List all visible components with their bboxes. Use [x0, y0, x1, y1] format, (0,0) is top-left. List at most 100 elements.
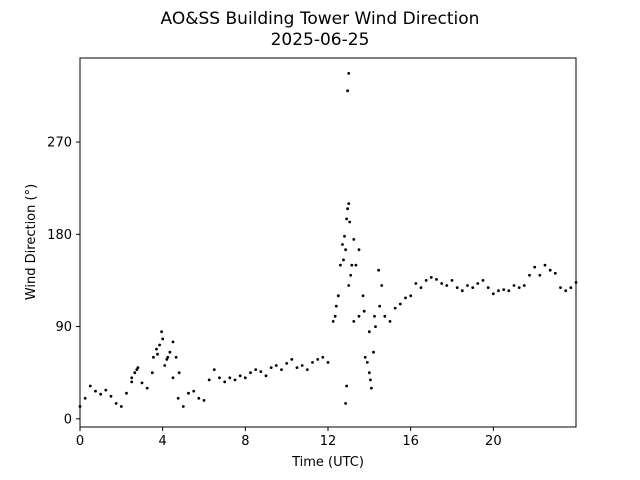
- data-point: [285, 362, 289, 365]
- data-point: [404, 296, 407, 300]
- data-point: [369, 378, 372, 382]
- x-axis-label: Time (UTC): [291, 455, 364, 470]
- data-point: [347, 202, 351, 206]
- data-point: [228, 376, 232, 380]
- data-point: [548, 268, 552, 272]
- data-point: [341, 243, 344, 246]
- data-point: [346, 89, 349, 93]
- data-point: [345, 217, 348, 221]
- data-point: [233, 378, 237, 382]
- x-axis-ticks: 0 4 8 12 16 20: [76, 427, 502, 449]
- data-point: [466, 284, 469, 287]
- y-tick-label: 0: [64, 412, 72, 427]
- data-point: [393, 306, 397, 310]
- data-point: [88, 384, 92, 388]
- data-point: [311, 361, 314, 364]
- data-point: [155, 347, 158, 351]
- chart-title: AO&SS Building Tower Wind Direction: [161, 9, 480, 29]
- data-point: [254, 368, 258, 371]
- data-point: [331, 320, 335, 323]
- data-point: [321, 355, 325, 359]
- data-point: [440, 282, 444, 285]
- data-point: [192, 389, 196, 393]
- x-tick-label: 16: [402, 434, 419, 449]
- data-point: [363, 355, 367, 359]
- data-point: [476, 282, 480, 285]
- data-point: [365, 361, 369, 364]
- data-point: [212, 368, 216, 371]
- data-point: [348, 220, 352, 224]
- data-point: [367, 371, 371, 375]
- data-point: [145, 386, 149, 390]
- data-point: [305, 368, 309, 371]
- data-point: [333, 314, 337, 318]
- data-point: [160, 330, 164, 334]
- data-point: [140, 381, 144, 385]
- data-point: [522, 284, 526, 287]
- data-point: [373, 314, 376, 318]
- data-point: [152, 355, 155, 359]
- data-point: [533, 265, 537, 269]
- data-point: [455, 286, 459, 289]
- data-point: [104, 388, 108, 392]
- data-point: [295, 366, 299, 369]
- y-tick-label: 90: [55, 320, 72, 335]
- data-point: [171, 340, 175, 344]
- data-point: [218, 376, 221, 380]
- data-point: [559, 286, 562, 289]
- data-point: [342, 258, 345, 262]
- data-point: [176, 396, 180, 400]
- data-point: [197, 396, 201, 400]
- data-point: [528, 273, 531, 277]
- data-point: [269, 366, 273, 369]
- data-point: [543, 263, 547, 267]
- data-point: [119, 405, 123, 408]
- data-point: [326, 361, 330, 364]
- data-point: [177, 371, 181, 375]
- y-axis-label: Wind Direction (°): [24, 184, 39, 300]
- data-point: [538, 273, 542, 277]
- data-point: [238, 374, 242, 378]
- data-point: [339, 263, 342, 267]
- chart-subtitle: 2025-06-25: [271, 30, 370, 50]
- data-point: [150, 371, 154, 375]
- data-point: [243, 376, 247, 380]
- data-points: [78, 72, 578, 408]
- y-tick-label: 180: [47, 228, 72, 243]
- data-point: [133, 371, 137, 375]
- data-point: [343, 234, 346, 238]
- data-point: [352, 238, 356, 241]
- data-point: [347, 72, 351, 75]
- data-point: [187, 391, 190, 395]
- data-point: [174, 355, 178, 359]
- data-point: [517, 286, 521, 289]
- data-point: [435, 278, 438, 281]
- data-point: [181, 405, 185, 408]
- data-point: [497, 289, 500, 293]
- data-point: [344, 402, 347, 405]
- y-axis-ticks: 0 90 180 270: [47, 136, 80, 427]
- data-point: [502, 288, 506, 291]
- data-point: [130, 376, 134, 380]
- data-point: [83, 396, 87, 400]
- data-point: [316, 358, 320, 361]
- data-point: [274, 364, 278, 367]
- data-point: [158, 343, 162, 347]
- data-point: [367, 330, 371, 334]
- data-point: [357, 248, 361, 252]
- x-tick-label: 8: [241, 434, 249, 449]
- data-point: [424, 279, 428, 282]
- data-point: [512, 284, 516, 287]
- data-point: [361, 294, 365, 298]
- x-tick-label: 4: [159, 434, 167, 449]
- data-point: [398, 302, 402, 306]
- data-point: [354, 263, 358, 267]
- plot-frame: [79, 57, 577, 428]
- data-point: [374, 325, 377, 328]
- data-point: [409, 294, 413, 298]
- data-point: [352, 320, 356, 323]
- data-point: [94, 389, 97, 393]
- data-point: [372, 350, 375, 354]
